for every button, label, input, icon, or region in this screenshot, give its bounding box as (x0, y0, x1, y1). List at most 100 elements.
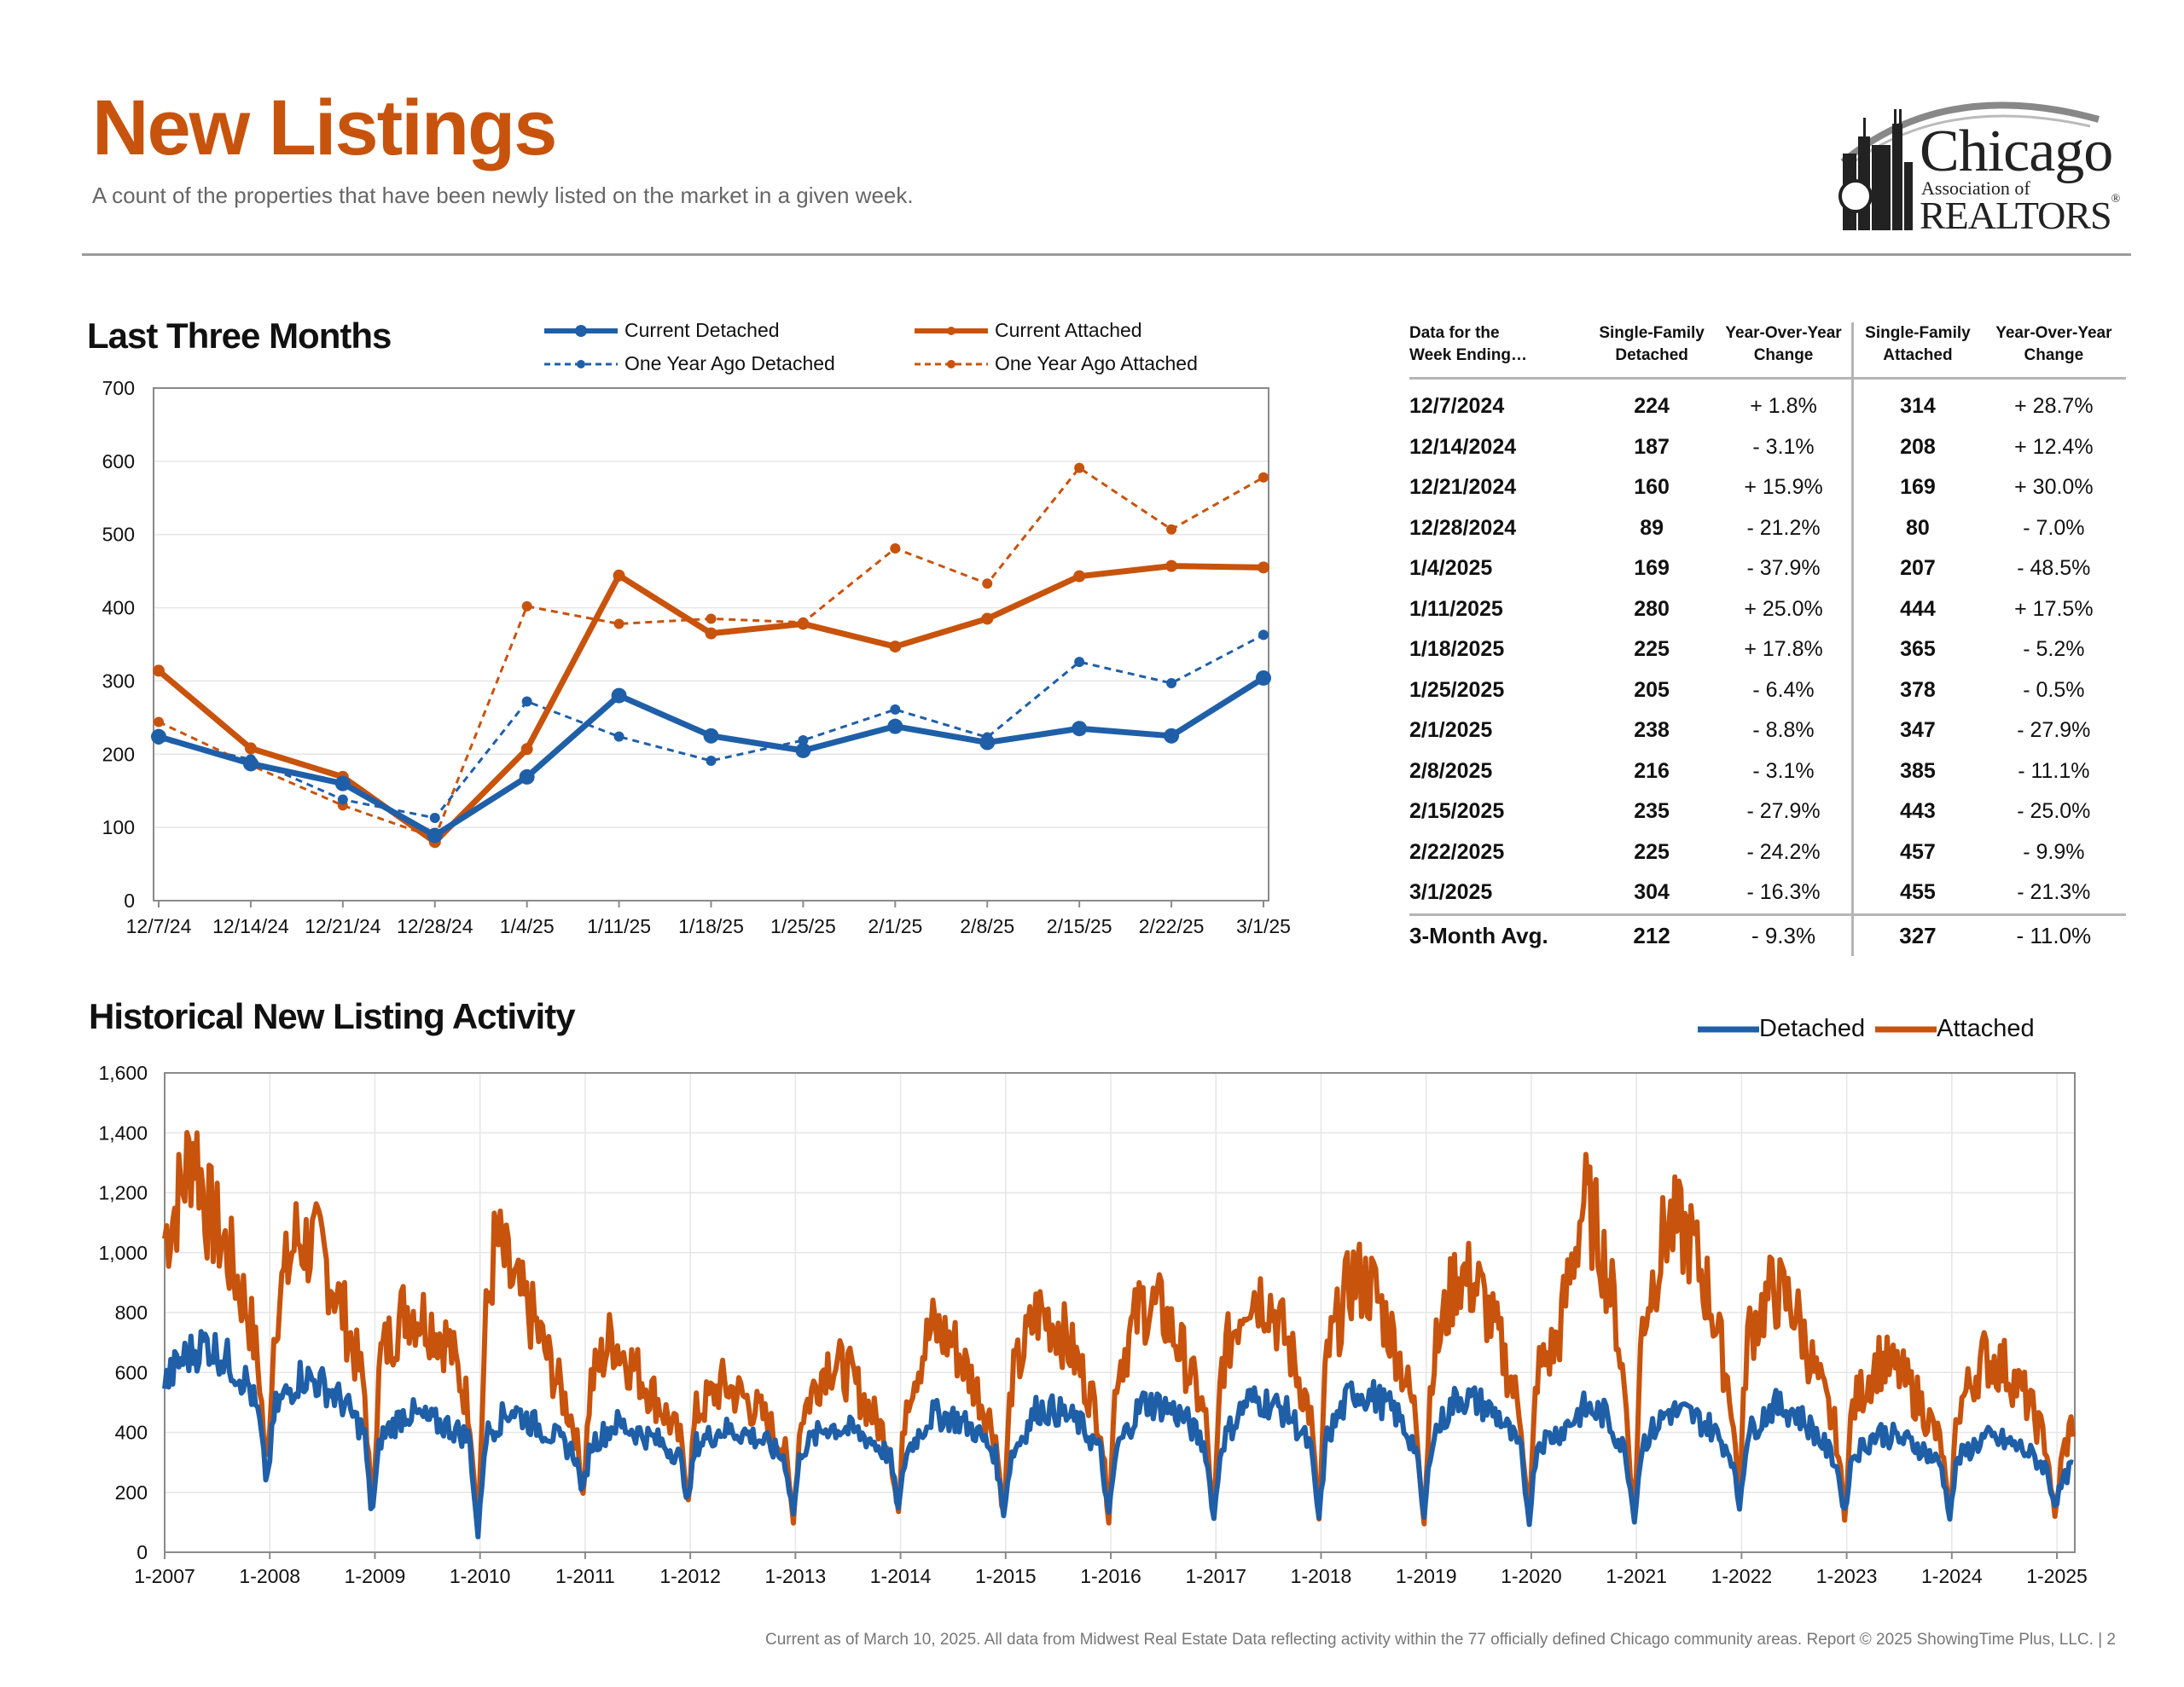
y-tick-label: 200 (102, 743, 135, 765)
historical-legend: Detached Attached (1698, 1015, 2035, 1043)
table-cell: 235 (1634, 799, 1670, 824)
data-point (979, 734, 996, 751)
table-cell: + 12.4% (2014, 434, 2094, 459)
legend-prior-detached-label: One Year Ago Detached (624, 352, 835, 374)
table-cell: 347 (1851, 710, 1982, 751)
y-tick-label: 600 (102, 450, 135, 472)
table-cell: - 37.9% (1746, 556, 1821, 581)
x-tick-label: 1-2013 (765, 1565, 827, 1587)
table-cell: 365 (1851, 629, 1982, 670)
legend-current-detached: Current Detached (543, 319, 780, 342)
skyline-icon (1838, 101, 2100, 230)
table-cell: 169 (1634, 556, 1670, 581)
y-tick-label: 0 (124, 890, 135, 912)
page-subtitle: A count of the properties that have been… (92, 183, 914, 208)
table-row: 12/28/2024 89 - 21.2% 80 - 7.0% (1409, 507, 2126, 548)
table-cell: 2/1/2025 (1409, 718, 1493, 743)
table-cell: - 9.9% (2023, 839, 2085, 864)
table-cell: - 16.3% (1746, 880, 1821, 905)
table-cell: 455 (1851, 872, 1982, 914)
last-three-months-title: Last Three Months (87, 316, 392, 356)
x-tick-label: 1-2007 (134, 1565, 195, 1587)
y-tick-label: 0 (136, 1541, 148, 1563)
data-point (706, 613, 717, 624)
logo-registered-mark: ® (2111, 193, 2121, 206)
series-line-attached (162, 1129, 2076, 1531)
x-tick-label: 1-2011 (555, 1565, 615, 1587)
historical-chart: 0 200 400 600 800 1,000 1,200 1,400 1,600 1-2007 1… (98, 1062, 2087, 1587)
data-point (611, 687, 627, 704)
table-cell: 224 (1634, 394, 1670, 419)
table-cell: - 3.1% (1752, 434, 1815, 459)
y-tick-label: 100 (102, 816, 135, 838)
table-cell: 1/25/2025 (1409, 677, 1505, 702)
table-cell: 2/8/2025 (1409, 758, 1493, 783)
data-point (244, 742, 257, 755)
data-point (703, 728, 719, 744)
table-cell: - 11.1% (2018, 758, 2090, 783)
table-cell: + 28.7% (2014, 394, 2094, 419)
series-line-one-year-ago-detached (158, 634, 1264, 820)
table-cell: - 0.5% (2023, 677, 2085, 702)
table-cell: 12/28/2024 (1409, 515, 1517, 540)
table-cell: - 7.0% (2023, 515, 2085, 540)
data-point (519, 768, 535, 785)
table-cell: 225 (1634, 637, 1670, 662)
legend-solid-blue-swatch (544, 324, 618, 337)
table-row: 1/11/2025 280 + 25.0% 444 + 17.5% (1409, 588, 2126, 629)
y-tick-label: 400 (115, 1422, 148, 1444)
x-tick-label: 2/22/25 (1139, 915, 1205, 937)
table-header-cell: Year-Over-Year Change (1715, 322, 1853, 380)
legend-attached-swatch (1875, 1026, 1937, 1032)
legend-detached-swatch (1698, 1026, 1759, 1032)
data-point (1256, 670, 1271, 686)
table-cell: 3/1/2025 (1409, 880, 1493, 905)
x-tick-label: 1-2017 (1185, 1565, 1246, 1587)
data-point (705, 627, 717, 640)
table-cell: + 17.8% (1744, 637, 1823, 662)
table-cell: - 8.8% (1752, 718, 1815, 743)
table-cell: 216 (1634, 758, 1670, 783)
table-row: 3/1/2025 304 - 16.3% 455 - 21.3% (1409, 872, 2126, 914)
data-point (613, 731, 624, 742)
table-row: 12/7/2024 224 + 1.8% 314 + 28.7% (1409, 378, 2126, 427)
y-tick-label: 300 (102, 670, 135, 692)
data-point (429, 812, 440, 823)
table-cell: - 27.9% (2017, 718, 2091, 743)
logo-text-realtors: REALTORS® (1920, 193, 2121, 238)
table-row: 2/8/2025 216 - 3.1% 385 - 11.1% (1409, 751, 2126, 791)
table-cell: 1/18/2025 (1409, 637, 1505, 662)
table-row: 2/22/2025 225 - 24.2% 457 - 9.9% (1409, 832, 2126, 872)
legend-solid-orange-swatch (915, 326, 988, 335)
data-point (890, 704, 901, 715)
legend-dashed-orange-swatch (915, 359, 988, 368)
plot-frame (153, 387, 1269, 901)
x-tick-label: 1-2009 (345, 1565, 406, 1587)
table-header-cell: Year-Over-Year Change (1981, 322, 2126, 380)
y-tick-label: 500 (102, 524, 135, 546)
data-point (1166, 524, 1177, 535)
series-line-detached (162, 1329, 2074, 1539)
y-tick-label: 1,000 (98, 1242, 148, 1264)
table-cell: 89 (1640, 515, 1664, 540)
table-cell: 187 (1634, 434, 1670, 459)
x-tick-label: 1-2019 (1396, 1565, 1457, 1587)
x-tick-label: 1-2021 (1606, 1565, 1667, 1587)
table-cell: - 11.0% (1981, 913, 2126, 956)
data-point (1073, 570, 1086, 583)
data-point (337, 794, 348, 805)
table-cell: + 1.8% (1750, 394, 1817, 419)
table-cell: - 9.3% (1715, 913, 1853, 956)
table-cell: - 25.0% (2017, 799, 2091, 824)
table-cell: 160 (1634, 475, 1670, 500)
x-tick-label: 1/11/25 (587, 915, 651, 937)
table-cell: 12/7/2024 (1409, 394, 1505, 419)
data-point (982, 578, 993, 589)
table-cell: - 24.2% (1746, 839, 1821, 864)
data-point (151, 728, 166, 745)
y-tick-label: 200 (115, 1481, 148, 1504)
table-cell: 238 (1634, 718, 1670, 743)
table-cell: - 21.3% (2017, 880, 2091, 905)
x-tick-label: 1-2022 (1711, 1565, 1773, 1587)
footer-note: Current as of March 10, 2025. All data f… (765, 1631, 2116, 1649)
